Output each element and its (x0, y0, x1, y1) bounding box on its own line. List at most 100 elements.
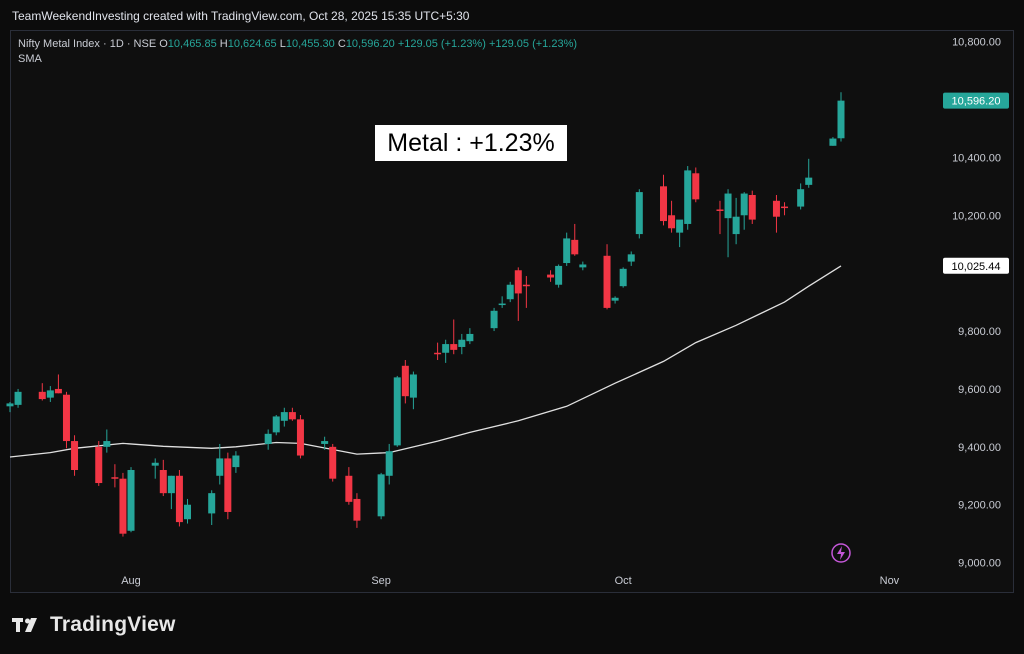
candle-body (676, 219, 684, 233)
candle-body (296, 419, 304, 456)
candle-body (619, 268, 627, 287)
close-label: C (337, 38, 346, 50)
x-tick-label: Aug (121, 575, 141, 587)
candle-body (611, 297, 619, 301)
sma-indicator-label[interactable]: SMA (18, 53, 42, 65)
candle-body (224, 458, 232, 512)
open-value: 10,465.85 (167, 38, 217, 50)
candle-body (232, 455, 240, 468)
candle-body (6, 403, 14, 407)
high-value: 10,624.65 (227, 38, 277, 50)
candle-body (466, 333, 474, 342)
candle-body (401, 365, 409, 397)
candle-body (353, 498, 361, 521)
candle-body (434, 352, 442, 355)
top-bar: TeamWeekendInvesting created with Tradin… (0, 0, 1024, 30)
y-tick-label: 9,800.00 (958, 326, 1001, 338)
candle-body (692, 173, 700, 200)
candle-body (183, 504, 191, 520)
candle-body (635, 192, 643, 235)
candle-body (127, 470, 135, 531)
x-tick-label: Nov (880, 575, 900, 587)
candle-body (54, 388, 62, 394)
candle-body (684, 170, 692, 224)
change-value-2: +129.05 (+1.23%) (488, 38, 578, 50)
candle-body (175, 475, 183, 523)
sma-value-label: 10,025.44 (952, 261, 1001, 273)
candle-body (111, 477, 119, 479)
candle-body (748, 195, 756, 220)
candle-body (772, 200, 780, 217)
candle-body (571, 239, 579, 255)
x-tick-label: Sep (371, 575, 391, 587)
y-tick-label: 9,400.00 (958, 442, 1001, 454)
high-label: H (219, 38, 228, 50)
candle-body (458, 339, 466, 347)
candle-body (46, 390, 54, 398)
candle-body (95, 446, 103, 484)
lightning-icon[interactable] (831, 543, 851, 563)
candle-body (829, 138, 837, 146)
chart-credit: TeamWeekendInvesting created with Tradin… (12, 9, 470, 23)
tradingview-logo-icon (12, 618, 37, 632)
change-value: +129.05 (+1.23%) (397, 38, 486, 50)
candle-body (498, 303, 506, 306)
candle-body (555, 265, 563, 285)
tradingview-wordmark: TradingView (50, 613, 176, 636)
y-tick-label: 9,200.00 (958, 500, 1001, 512)
x-tick-label: Oct (615, 575, 632, 587)
y-tick-label: 9,000.00 (958, 558, 1001, 570)
y-tick-label: 10,800.00 (952, 37, 1001, 49)
candle-body (805, 177, 813, 185)
candle-body (781, 206, 789, 209)
candle-body (716, 209, 724, 211)
candle-body (579, 264, 587, 268)
candle-body (288, 412, 296, 420)
y-tick-label: 10,400.00 (952, 152, 1001, 164)
candle-body (159, 470, 167, 494)
candle-body (345, 475, 353, 502)
candle-body (506, 284, 514, 300)
open-label: O (159, 38, 168, 50)
candle-body (547, 274, 555, 278)
candle-body (38, 391, 46, 400)
candle-body (522, 284, 530, 287)
candle-body (442, 344, 450, 353)
price-label-box (943, 92, 1009, 109)
candle-body (71, 441, 79, 470)
candle-body (103, 441, 111, 447)
ohlc-legend: Nifty Metal Index · 1D · NSE O10,465.85 … (18, 38, 577, 50)
candle-body (797, 189, 805, 207)
candle-body (272, 416, 280, 433)
candle-body (490, 310, 498, 329)
candle-body (393, 377, 401, 446)
candle-body (14, 391, 22, 405)
candle-body (321, 441, 329, 444)
candle-body (514, 270, 522, 294)
candle-body (62, 394, 70, 442)
candle-body (264, 433, 272, 444)
candle-body (329, 446, 337, 479)
candle-body (450, 344, 458, 350)
candle-body (603, 255, 611, 308)
sma-line (9, 265, 842, 458)
candle-body (167, 475, 175, 494)
candle-body (668, 215, 676, 229)
candle-body (409, 374, 417, 398)
candle-body (563, 238, 571, 264)
candle-body (208, 493, 216, 514)
y-tick-label: 10,200.00 (952, 210, 1001, 222)
candle-body (627, 254, 635, 262)
low-label: L (279, 38, 286, 50)
candle-body (724, 193, 732, 219)
footer: TradingView (12, 612, 176, 638)
candle-body (377, 474, 385, 517)
y-tick-label: 9,600.00 (958, 384, 1001, 396)
close-value: 10,596.20 (345, 38, 395, 50)
price-label: 10,596.20 (952, 96, 1001, 108)
metal-callout: Metal : +1.23% (375, 125, 567, 161)
candle-body (119, 478, 127, 534)
candle-body (837, 100, 845, 139)
sma-label-box (943, 257, 1009, 274)
